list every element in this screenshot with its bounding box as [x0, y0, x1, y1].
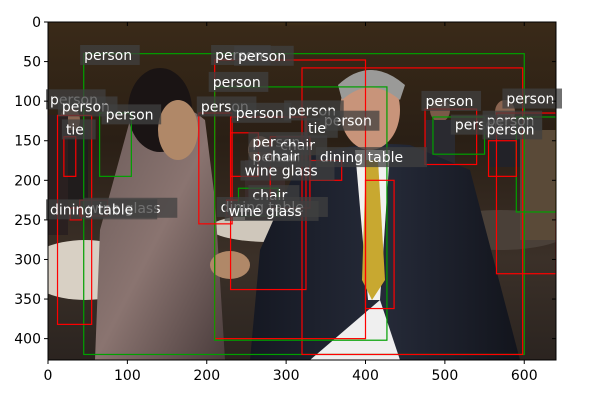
x-tick-label: 200: [193, 368, 220, 384]
y-tick-label: 200: [14, 173, 41, 189]
detection-label-text: wine glass: [244, 164, 317, 180]
y-tick-label: 300: [14, 252, 41, 268]
axes-frame: [47, 21, 557, 361]
detection-label-text: person: [213, 75, 261, 91]
detection-label-background: [224, 200, 319, 221]
detection-label-background: [240, 160, 335, 181]
detection-label-text: tie: [66, 122, 84, 138]
detection-label-text: person: [236, 106, 284, 122]
bounding-box: [487, 140, 517, 177]
detection-label-text: person: [425, 94, 473, 110]
detection-label-text: wine glass: [229, 204, 302, 220]
detection-label-background: [315, 147, 428, 168]
chandelier-light: [120, 22, 480, 52]
left-man-face: [158, 100, 198, 160]
detection-label-background: [101, 104, 162, 125]
left-man-shirt: [95, 105, 225, 360]
detection-label-background: [80, 44, 140, 65]
detection-label-text: person: [238, 49, 286, 65]
detection-label-text: person: [506, 92, 554, 108]
y-tick-label: 250: [14, 213, 41, 229]
x-axis: 0 100 200 300 400 500 600: [44, 22, 538, 384]
detection-label-background: [482, 119, 543, 140]
detection-label: tie: [61, 119, 96, 140]
bg-person-body-3: [520, 130, 556, 240]
bounding-box: [214, 86, 388, 341]
detection-label-text: person: [106, 107, 154, 123]
detection-label: person: [502, 88, 563, 109]
y-tick-label: 0: [32, 15, 41, 31]
x-tick-label: 500: [432, 368, 459, 384]
y-axis: 0 50 100 150 200 250 300 350 400: [14, 15, 556, 348]
y-tick-label: 350: [14, 292, 41, 308]
detection-label: dining table: [315, 147, 428, 168]
y-tick-label: 50: [23, 55, 41, 71]
detection-label: person: [482, 119, 543, 140]
detection-label: dining table: [46, 199, 158, 220]
detection-label: person: [234, 45, 294, 66]
right-man-tie: [362, 160, 385, 300]
detection-label-background: [231, 102, 292, 123]
detection-label-text: tie: [308, 121, 326, 137]
x-tick-label: 400: [352, 368, 379, 384]
detection-label: person: [101, 104, 162, 125]
x-tick-label: 100: [114, 368, 141, 384]
white-cloth: [310, 300, 400, 360]
detection-label-text: dining table: [50, 202, 133, 218]
detection-label: wine glass: [240, 160, 335, 181]
detection-label-background: [421, 90, 482, 111]
y-tick-label: 100: [14, 94, 41, 110]
detection-label-background: [46, 199, 158, 220]
detection-label-text: person: [487, 122, 535, 138]
detection-label-background: [303, 117, 338, 138]
detection-label-background: [234, 45, 294, 66]
detection-label: person: [80, 44, 140, 65]
detection-label-background: [208, 71, 269, 92]
x-tick-label: 300: [273, 368, 300, 384]
detection-label-background: [502, 88, 563, 109]
x-tick-label: 0: [44, 368, 53, 384]
x-tick-label: 600: [511, 368, 538, 384]
detection-label: person: [421, 90, 482, 111]
bounding-box: [364, 179, 395, 310]
detection-label: wine glass: [224, 200, 319, 221]
detection-label: person: [208, 71, 269, 92]
detection-label-text: person: [84, 48, 132, 64]
detection-label-background: [61, 119, 96, 140]
detection-label-text: person: [62, 99, 110, 115]
detection-label: person: [231, 102, 292, 123]
right-man-hair: [338, 70, 405, 100]
y-tick-label: 150: [14, 134, 41, 150]
y-tick-label: 400: [14, 332, 41, 348]
detection-label: tie: [303, 117, 338, 138]
detection-label-text: dining table: [320, 150, 403, 166]
